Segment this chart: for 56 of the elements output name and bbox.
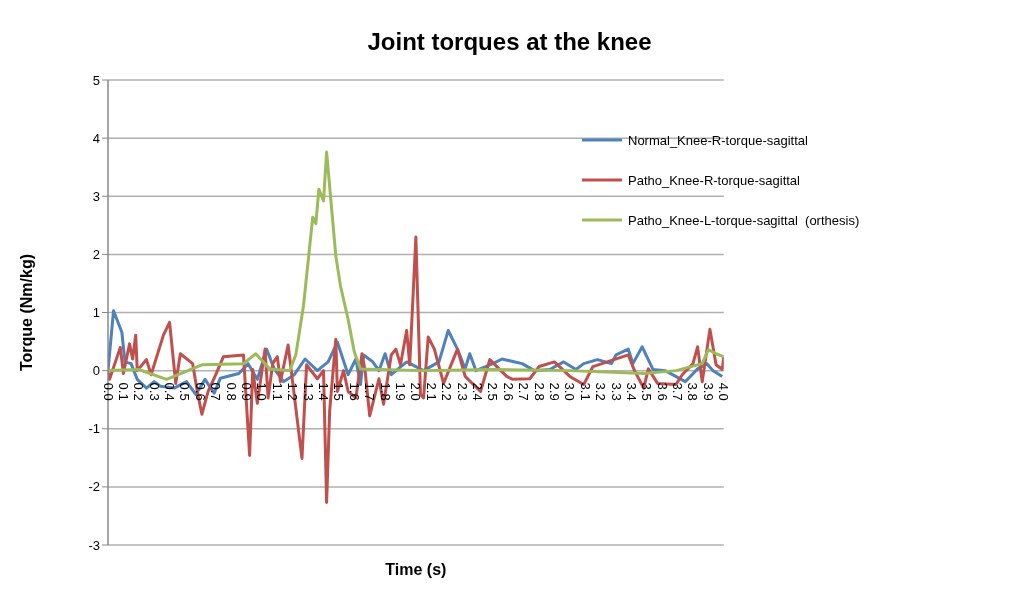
x-tick-label: 1.1 <box>269 382 285 401</box>
y-tick-label: 2 <box>92 246 100 262</box>
x-tick-label: 1.8 <box>377 382 393 401</box>
x-tick-label: 3.2 <box>593 382 609 401</box>
x-tick-label: 3.8 <box>685 382 701 401</box>
x-tick-label: 0.5 <box>177 382 193 401</box>
x-tick-label: 3.7 <box>670 382 686 401</box>
x-tick-label: 2.6 <box>500 382 516 401</box>
legend-label: Patho_Knee-R-torque-sagittal <box>628 172 800 188</box>
x-tick-label: 0.1 <box>115 382 131 401</box>
y-tick-label: 1 <box>92 305 100 321</box>
x-tick-label: 2.3 <box>454 382 470 401</box>
x-tick-label: 2.8 <box>531 382 547 401</box>
x-tick-label: 0.0 <box>100 382 116 401</box>
x-tick-label: 3.9 <box>700 382 716 401</box>
x-tick-label: 3.6 <box>654 382 670 401</box>
x-tick-label: 1.4 <box>316 382 332 401</box>
x-tick-label: 3.3 <box>608 382 624 401</box>
x-tick-label: 1.7 <box>362 382 378 401</box>
x-tick-label: 3.1 <box>577 382 593 401</box>
x-tick-label: 2.2 <box>439 382 455 401</box>
x-tick-label: 2.5 <box>485 382 501 401</box>
y-tick-label: -2 <box>88 479 100 495</box>
y-tick-label: 0 <box>92 363 100 379</box>
x-tick-label: 2.9 <box>546 382 562 401</box>
x-tick-label: 0.4 <box>162 382 178 401</box>
x-tick-label: 1.2 <box>285 382 301 401</box>
y-tick-label: 4 <box>92 130 100 146</box>
x-tick-label: 0.6 <box>192 382 208 401</box>
x-tick-label: 1.5 <box>331 382 347 401</box>
x-tick-label: 2.1 <box>423 382 439 401</box>
x-tick-label: 0.8 <box>223 382 239 401</box>
legend-label: Patho_Knee-L-torque-sagittal (orthesis) <box>628 212 860 228</box>
x-axis-title: Time (s) <box>385 561 447 578</box>
x-tick-label: 0.7 <box>208 382 224 401</box>
chart-title: Joint torques at the knee <box>366 28 653 56</box>
x-tick-label: 2.0 <box>408 382 424 401</box>
x-tick-label: 3.0 <box>562 382 578 401</box>
x-tick-label: 2.4 <box>469 382 485 401</box>
y-tick-label: -3 <box>88 537 100 553</box>
x-tick-label: 0.9 <box>239 382 255 401</box>
y-tick-label: 5 <box>92 72 100 88</box>
x-tick-label: 3.5 <box>639 382 655 401</box>
x-tick-label: 4.0 <box>716 382 732 401</box>
x-tick-label: 1.6 <box>346 382 362 401</box>
y-axis-title: Torque (Nm/kg) <box>17 253 35 372</box>
x-tick-label: 0.2 <box>131 382 147 401</box>
y-tick-label: -1 <box>88 421 100 437</box>
legend-label: Normal_Knee-R-torque-sagittal <box>628 132 808 148</box>
x-tick-label: 0.3 <box>146 382 162 401</box>
x-tick-label: 1.9 <box>392 382 408 401</box>
x-tick-label: 2.7 <box>516 382 532 401</box>
x-tick-label: 3.4 <box>623 382 639 401</box>
x-tick-label: 1.0 <box>254 382 270 401</box>
y-tick-label: 3 <box>92 188 100 204</box>
x-tick-label: 1.3 <box>300 382 316 401</box>
